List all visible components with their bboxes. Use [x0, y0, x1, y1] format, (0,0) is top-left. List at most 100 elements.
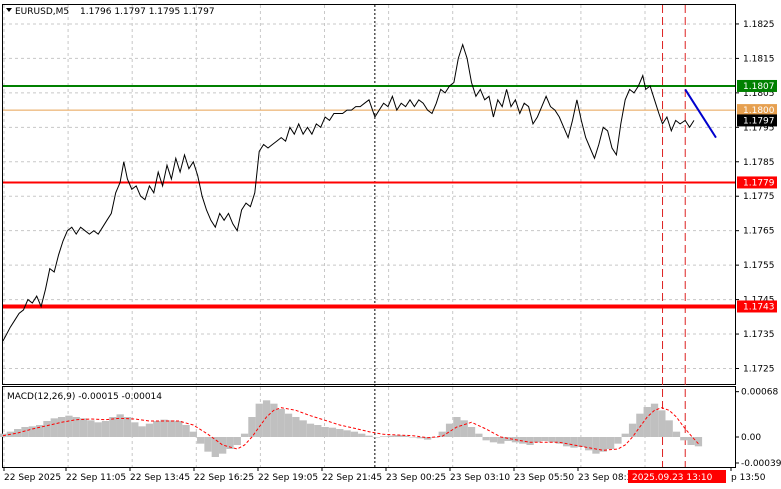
- macd-histogram-bar: [672, 431, 681, 437]
- grid: [3, 5, 735, 467]
- macd-histogram-bar: [643, 407, 651, 437]
- macd-histogram-bar: [211, 437, 219, 457]
- level-badge-1.1779: [737, 176, 777, 189]
- macd-histogram-bar: [277, 409, 285, 437]
- macd-histogram-bar: [65, 415, 73, 437]
- dropdown-triangle-icon[interactable]: [6, 8, 12, 12]
- macd-histogram-bar: [284, 413, 293, 437]
- vertical-markers: [374, 5, 686, 467]
- macd-histogram-bar: [636, 413, 644, 437]
- macd-histogram-bar: [153, 421, 161, 437]
- x-tick-label: p 13:50: [731, 473, 766, 483]
- y-tick-label: 1.1775: [743, 192, 775, 202]
- macd-histogram-bar: [57, 417, 66, 437]
- x-tick-label: 23 Sep 08:3: [578, 473, 632, 483]
- x-tick-label: 22 Sep 21:45: [322, 473, 382, 483]
- x-tick-label: 23 Sep 05:50: [514, 473, 574, 483]
- macd-histogram-bar: [387, 435, 395, 437]
- time-highlight-label: 2025.09.23 13:10: [632, 473, 713, 483]
- price-panel-frame: [2, 4, 736, 385]
- level-badge-text: 1.1807: [743, 82, 775, 92]
- trend-line: [684, 88, 717, 139]
- macd-signal-line: [2, 407, 699, 451]
- x-tick-label: 23 Sep 03:10: [450, 473, 510, 483]
- macd-histogram-bar: [592, 437, 600, 454]
- macd-histogram-bar: [343, 430, 351, 437]
- macd-histogram-bar: [416, 437, 424, 439]
- chart-header: EURUSD,M5 1.1796 1.1797 1.1795 1.1797: [6, 7, 215, 17]
- time-highlight-badge: [628, 470, 726, 483]
- macd-histogram-bar: [21, 427, 29, 437]
- y-tick-label: 1.1785: [743, 158, 775, 168]
- macd-histogram-bar: [372, 437, 381, 438]
- macd-histogram-bar: [314, 425, 322, 437]
- macd-group: [0, 400, 703, 457]
- macd-histogram-bar: [394, 435, 402, 437]
- macd-histogram-bar: [270, 403, 278, 437]
- macd-histogram-bar: [262, 400, 271, 437]
- macd-histogram-bar: [614, 437, 622, 444]
- macd-histogram-bar: [43, 421, 51, 437]
- y-tick-label: 1.1815: [743, 54, 775, 64]
- macd-histogram-bar: [350, 431, 359, 437]
- level-badge-1.1800: [737, 104, 777, 117]
- price-series-group: [2, 42, 717, 342]
- macd-histogram-bar: [548, 437, 556, 443]
- current-price-text: 1.1797: [743, 116, 775, 126]
- macd-histogram-bar: [577, 437, 585, 447]
- macd-histogram-bar: [28, 426, 36, 437]
- x-tick-label: 22 Sep 11:05: [66, 473, 126, 483]
- macd-histogram-bar: [423, 437, 432, 440]
- macd-histogram-bar: [358, 433, 366, 437]
- macd-histogram-bar: [248, 417, 256, 437]
- macd-histogram-bar: [87, 420, 95, 437]
- macd-histogram-bar: [665, 420, 673, 437]
- macd-histogram-bar: [255, 403, 263, 437]
- macd-histogram-bar: [240, 433, 249, 437]
- macd-histogram-bar: [321, 427, 329, 437]
- macd-histogram-bar: [328, 427, 337, 437]
- price-levels: [3, 84, 735, 309]
- macd-histogram-bar: [409, 437, 417, 438]
- macd-axis: 0.00068 0.00 -0.00039: [735, 388, 781, 469]
- macd-histogram-bar: [123, 417, 132, 437]
- macd-histogram-bar: [606, 437, 615, 449]
- price-axis: 1.1825 1.1815 1.1805 1.1795 1.1785 1.1775 1.17…: [735, 20, 777, 374]
- macd-histogram-bar: [519, 437, 527, 444]
- macd-histogram-bar: [504, 437, 512, 441]
- x-tick-label: 22 Sep 16:25: [194, 473, 254, 483]
- price-line: [2, 42, 695, 342]
- level-badge-text: 1.1743: [743, 302, 775, 312]
- macd-histogram-bar: [79, 418, 88, 437]
- level-badge-1.1807: [737, 79, 777, 92]
- macd-histogram-bar: [687, 437, 695, 445]
- macd-tick-label: 0.00068: [741, 388, 778, 398]
- time-axis: 22 Sep 2025 22 Sep 11:05 22 Sep 13:45 22 Se…: [3, 467, 766, 483]
- macd-histogram-bar: [189, 431, 198, 437]
- macd-histogram-bar: [50, 418, 58, 437]
- macd-histogram-bar: [233, 437, 241, 445]
- macd-histogram-bar: [182, 425, 190, 437]
- macd-histogram-bar: [680, 437, 688, 441]
- y-tick-label: 1.1755: [743, 261, 775, 271]
- macd-histogram-bar: [650, 403, 659, 437]
- macd-histogram-bar: [482, 437, 490, 441]
- x-tick-label: 22 Sep 13:45: [130, 473, 190, 483]
- macd-histogram-bar: [621, 433, 629, 437]
- macd-histogram-bar: [489, 437, 498, 443]
- macd-histogram-bar: [306, 423, 315, 437]
- macd-histogram-bar: [131, 422, 139, 437]
- level-badge-text: 1.1800: [743, 106, 775, 116]
- x-tick-label: 22 Sep 19:05: [258, 473, 318, 483]
- current-price-badge: [737, 114, 777, 127]
- macd-histogram-bar: [533, 437, 542, 443]
- macd-histogram-bar: [563, 437, 571, 447]
- macd-histogram-bar: [402, 435, 410, 437]
- macd-histogram-bar: [599, 437, 607, 452]
- macd-histogram-bar: [445, 423, 454, 437]
- macd-label: MACD(12,26,9) -0.00015 -0.00014: [7, 392, 162, 402]
- y-tick-label: 1.1795: [743, 123, 775, 133]
- level-badge-1.1743: [737, 300, 777, 313]
- x-tick-label: 23 Sep 00:25: [386, 473, 446, 483]
- macd-histogram-bar: [497, 437, 505, 444]
